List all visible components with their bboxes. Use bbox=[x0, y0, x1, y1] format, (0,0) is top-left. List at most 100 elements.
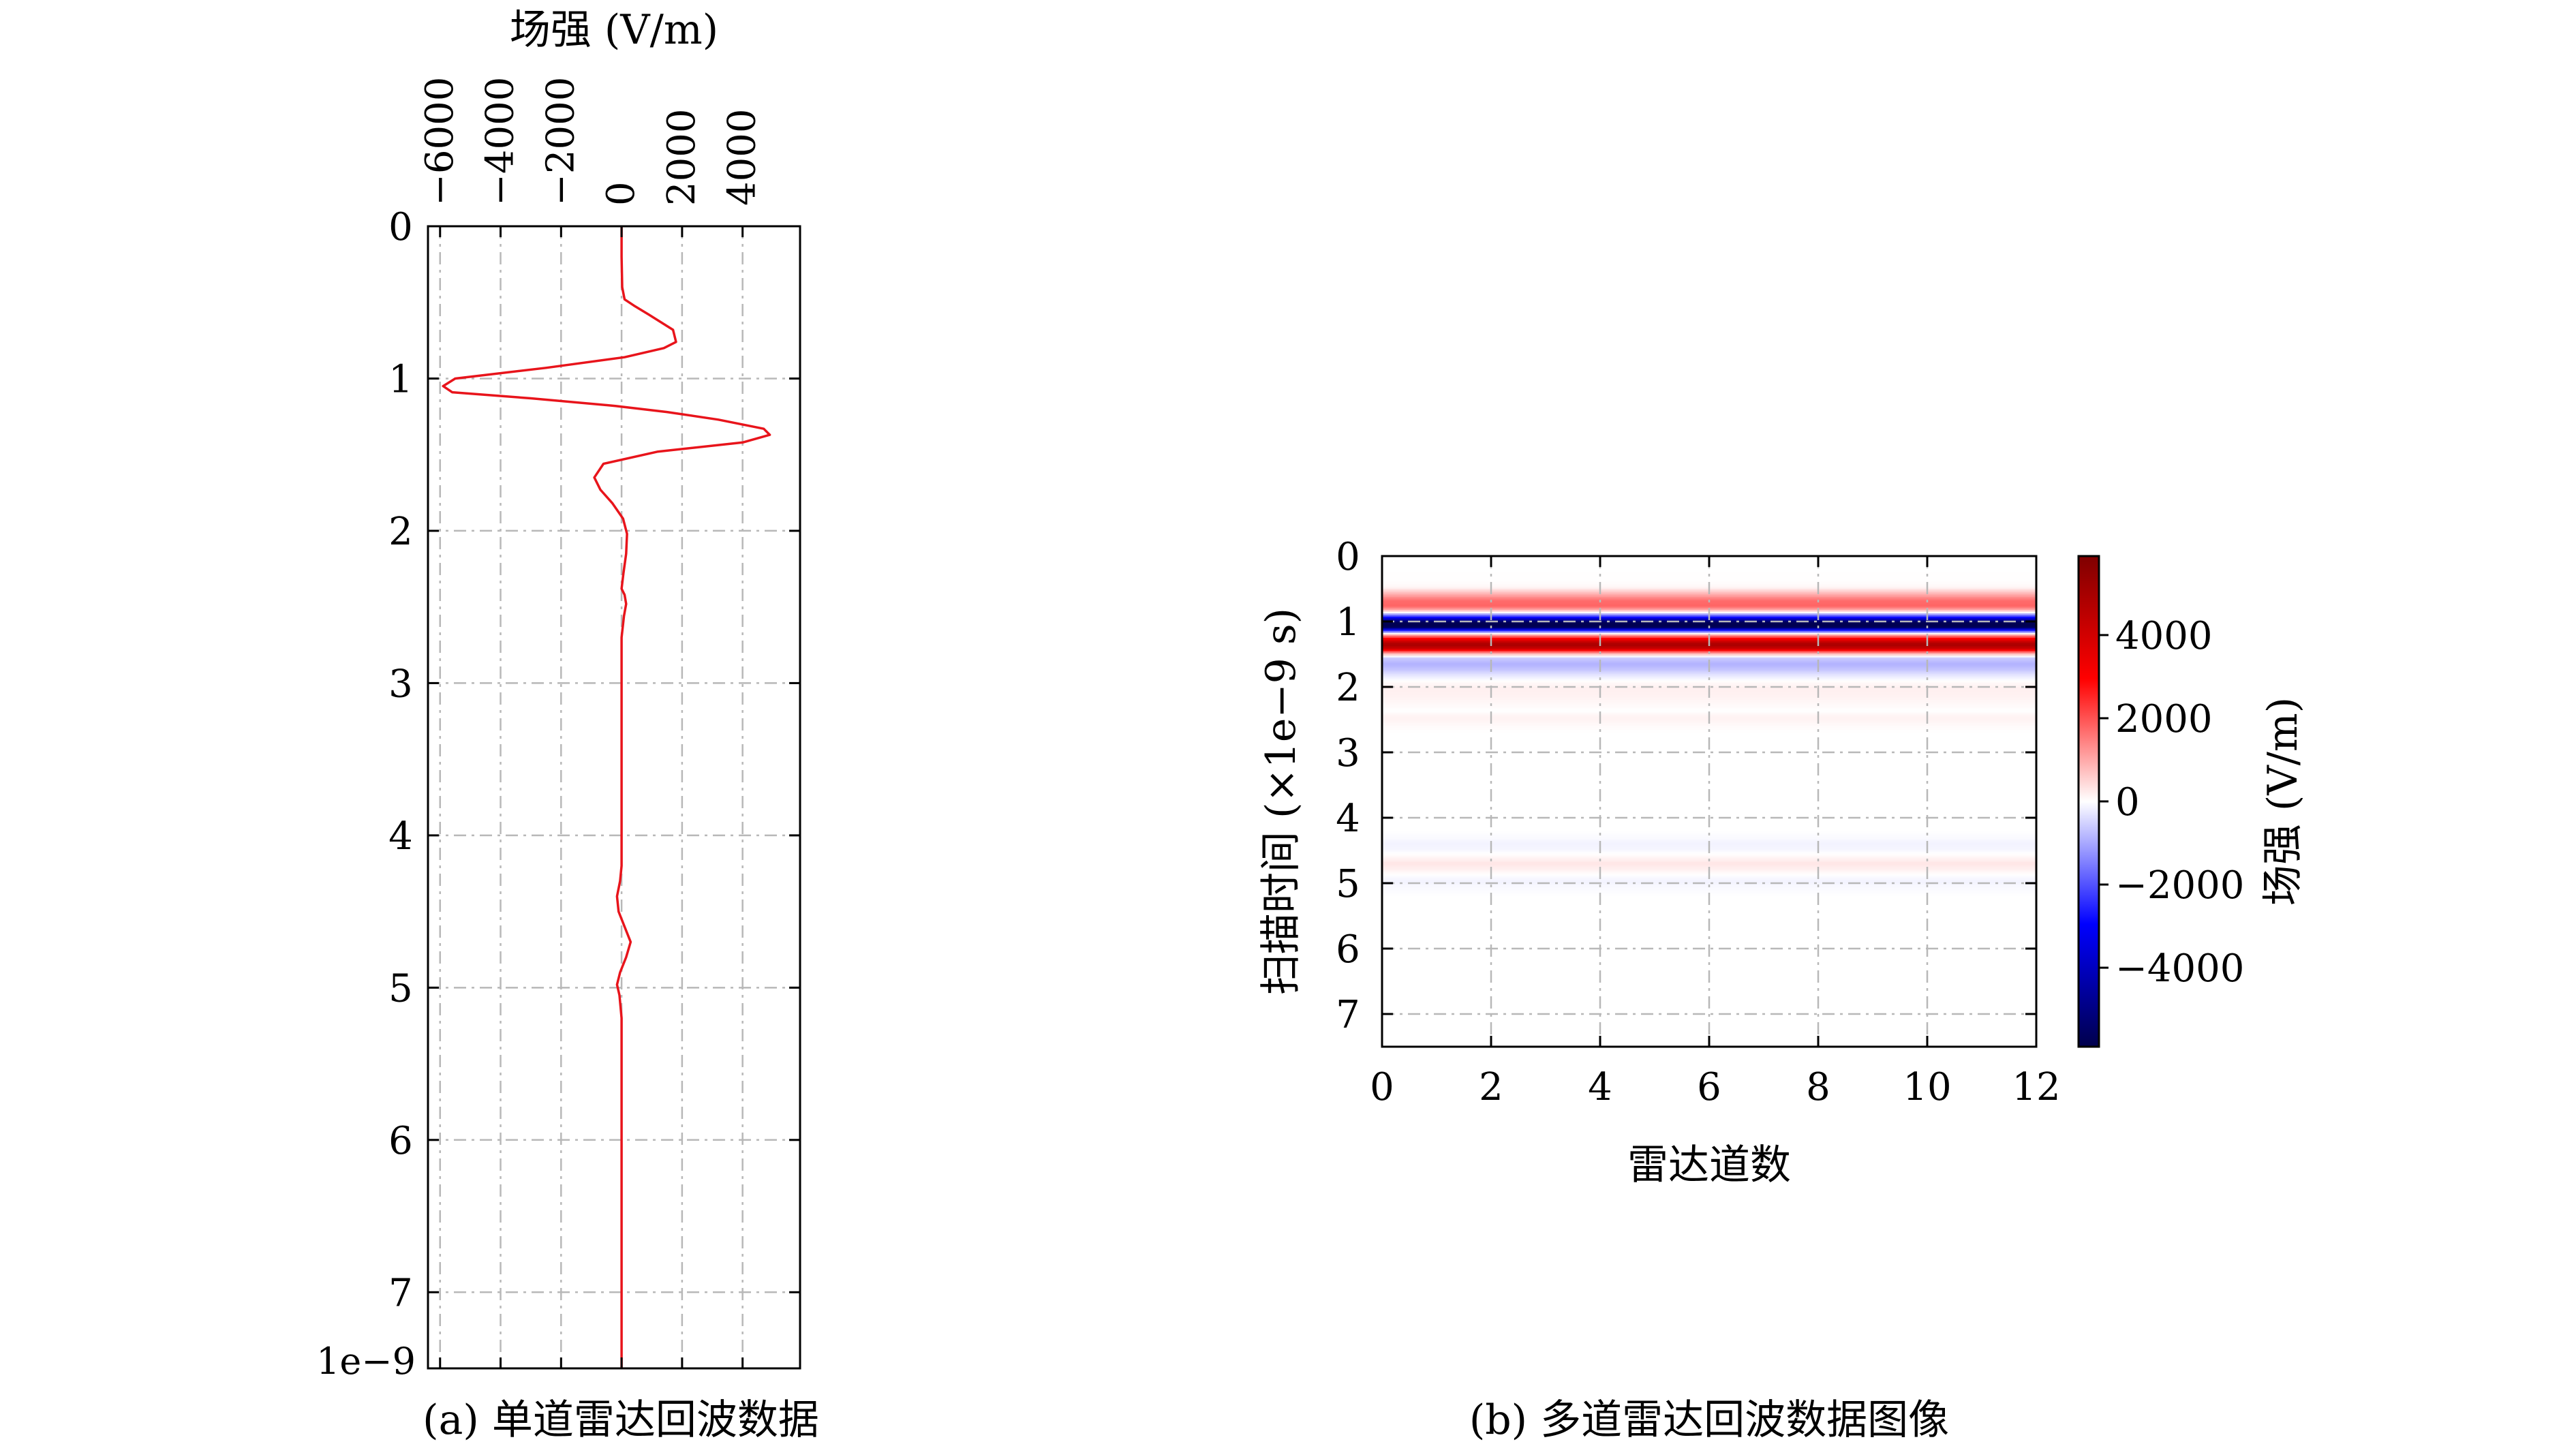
heatmap-row bbox=[1382, 878, 2036, 880]
heatmap-row bbox=[1382, 853, 2036, 856]
heatmap-row bbox=[1382, 801, 2036, 803]
panel-a-xtick-label: −2000 bbox=[538, 77, 583, 206]
panel-a-ytick-label: 1 bbox=[388, 357, 413, 401]
heatmap-row bbox=[1382, 991, 2036, 994]
heatmap-row bbox=[1382, 657, 2036, 660]
heatmap-row bbox=[1382, 778, 2036, 781]
heatmap-row bbox=[1382, 912, 2036, 915]
heatmap-row bbox=[1382, 733, 2036, 735]
heatmap-row bbox=[1382, 810, 2036, 812]
heatmap-row bbox=[1382, 698, 2036, 701]
heatmap-row bbox=[1382, 722, 2036, 725]
panel-b-xtick-label: 6 bbox=[1697, 1065, 1721, 1109]
panel-b-xtick-label: 4 bbox=[1588, 1065, 1612, 1109]
heatmap-row bbox=[1382, 602, 2036, 604]
colorbar-ticks: 4000 2000 0 −2000 −4000 bbox=[2099, 614, 2244, 991]
heatmap-row bbox=[1382, 1033, 2036, 1036]
heatmap-row bbox=[1382, 724, 2036, 727]
heatmap-row bbox=[1382, 630, 2036, 632]
heatmap-row bbox=[1382, 1009, 2036, 1011]
panel-a-ytick-label: 2 bbox=[388, 510, 413, 554]
heatmap-row bbox=[1382, 581, 2036, 583]
heatmap-row bbox=[1382, 728, 2036, 730]
heatmap-row bbox=[1382, 984, 2036, 987]
panel-a-ytick-label: 0 bbox=[388, 205, 413, 249]
panel-b-xtick-label: 12 bbox=[2012, 1065, 2060, 1109]
heatmap-row bbox=[1382, 597, 2036, 599]
heatmap-row bbox=[1382, 829, 2036, 831]
heatmap-row bbox=[1382, 932, 2036, 934]
heatmap-row bbox=[1382, 992, 2036, 995]
panel-b-grid bbox=[1382, 556, 2036, 1047]
heatmap-row bbox=[1382, 891, 2036, 893]
heatmap-row bbox=[1382, 966, 2036, 969]
panel-b-ytick-label: 4 bbox=[1336, 797, 1360, 841]
panel-b-xtick-label: 8 bbox=[1806, 1065, 1830, 1109]
heatmap-row bbox=[1382, 734, 2036, 737]
heatmap-row bbox=[1382, 835, 2036, 838]
heatmap-row bbox=[1382, 837, 2036, 840]
panel-b-ytick-label: 7 bbox=[1336, 993, 1360, 1037]
heatmap-row bbox=[1382, 1020, 2036, 1023]
heatmap-row bbox=[1382, 908, 2036, 910]
heatmap-row bbox=[1382, 708, 2036, 711]
heatmap-row bbox=[1382, 681, 2036, 684]
panel-a-ytick-label: 6 bbox=[388, 1119, 413, 1163]
heatmap-row bbox=[1382, 917, 2036, 920]
panel-b-ytick-label: 6 bbox=[1336, 927, 1360, 972]
heatmap-row bbox=[1382, 881, 2036, 884]
heatmap-row bbox=[1382, 621, 2036, 624]
heatmap-row bbox=[1382, 886, 2036, 889]
heatmap-row bbox=[1382, 959, 2036, 962]
heatmap-row bbox=[1382, 569, 2036, 572]
heatmap-row bbox=[1382, 904, 2036, 907]
heatmap-row bbox=[1382, 575, 2036, 578]
heatmap-row bbox=[1382, 750, 2036, 753]
heatmap-row bbox=[1382, 803, 2036, 805]
panel-a-ytick-label: 3 bbox=[388, 662, 413, 706]
colorbar-tick-label: −2000 bbox=[2115, 863, 2244, 908]
heatmap-row bbox=[1382, 857, 2036, 859]
heatmap-row bbox=[1382, 786, 2036, 789]
heatmap-row bbox=[1382, 880, 2036, 882]
heatmap-row bbox=[1382, 577, 2036, 580]
heatmap-row bbox=[1382, 888, 2036, 891]
heatmap-row bbox=[1382, 783, 2036, 786]
panel-b-x-ticks: 0 2 4 6 8 10 12 bbox=[1370, 556, 2061, 1109]
panel-a-y-ticks: 0 1 2 3 4 5 6 7 bbox=[388, 205, 800, 1315]
heatmap-row bbox=[1382, 628, 2036, 630]
heatmap-row bbox=[1382, 594, 2036, 596]
heatmap-row bbox=[1382, 831, 2036, 833]
heatmap-row bbox=[1382, 827, 2036, 830]
panel-a-y-offset-text: 1e−9 bbox=[316, 1340, 416, 1383]
heatmap-row bbox=[1382, 1011, 2036, 1013]
colorbar-label: 场强 (V/m) bbox=[2259, 697, 2307, 906]
heatmap-row bbox=[1382, 958, 2036, 961]
heatmap-row bbox=[1382, 785, 2036, 787]
heatmap-row bbox=[1382, 758, 2036, 761]
panel-a-grid bbox=[428, 226, 800, 1368]
panel-b-xtick-label: 0 bbox=[1370, 1065, 1394, 1109]
panel-a-x-ticks: −6000 −4000 −2000 0 2000 4000 bbox=[418, 77, 765, 1368]
heatmap-row bbox=[1382, 1012, 2036, 1015]
heatmap-row bbox=[1382, 811, 2036, 814]
heatmap-row bbox=[1382, 579, 2036, 581]
heatmap-row bbox=[1382, 983, 2036, 985]
colorbar-tick-label: −4000 bbox=[2115, 947, 2244, 991]
heatmap-row bbox=[1382, 605, 2036, 607]
heatmap-row bbox=[1382, 883, 2036, 885]
panel-b-xtick-label: 2 bbox=[1479, 1065, 1503, 1109]
panel-b-y-axis-label: 扫描时间 (×1e−9 s) bbox=[1257, 608, 1305, 995]
heatmap-row bbox=[1382, 572, 2036, 574]
heatmap-row bbox=[1382, 623, 2036, 626]
heatmap-row bbox=[1382, 731, 2036, 733]
heatmap-row bbox=[1382, 700, 2036, 703]
heatmap-row bbox=[1382, 762, 2036, 765]
heatmap-row bbox=[1382, 675, 2036, 678]
heatmap-row bbox=[1382, 861, 2036, 864]
heatmap-row bbox=[1382, 804, 2036, 807]
panel-a-xtick-label: 2000 bbox=[660, 108, 704, 206]
heatmap-row bbox=[1382, 603, 2036, 606]
heatmap-row bbox=[1382, 749, 2036, 752]
